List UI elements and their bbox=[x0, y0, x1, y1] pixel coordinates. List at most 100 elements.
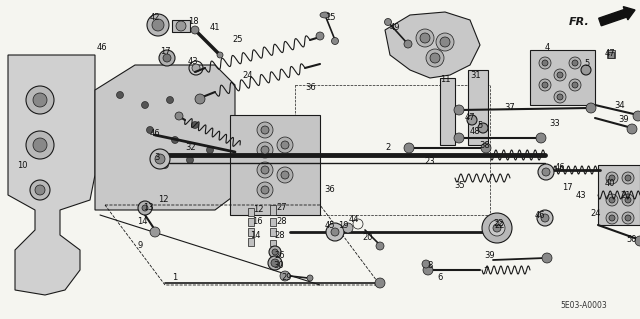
Text: 47: 47 bbox=[465, 114, 476, 122]
Text: 34: 34 bbox=[614, 100, 625, 109]
Circle shape bbox=[281, 171, 289, 179]
Ellipse shape bbox=[320, 12, 330, 18]
Circle shape bbox=[385, 19, 392, 26]
Circle shape bbox=[569, 79, 581, 91]
Circle shape bbox=[147, 127, 154, 133]
Text: 8: 8 bbox=[428, 261, 433, 270]
Circle shape bbox=[33, 138, 47, 152]
Text: 5: 5 bbox=[477, 122, 483, 130]
Circle shape bbox=[172, 137, 179, 144]
Circle shape bbox=[163, 54, 171, 62]
Circle shape bbox=[422, 260, 430, 268]
Text: 12: 12 bbox=[157, 196, 168, 204]
Circle shape bbox=[217, 52, 223, 58]
Text: 30: 30 bbox=[274, 262, 284, 271]
Circle shape bbox=[142, 205, 148, 211]
Circle shape bbox=[542, 60, 548, 66]
Circle shape bbox=[454, 133, 464, 143]
Bar bbox=[598, 165, 640, 225]
Circle shape bbox=[26, 86, 54, 114]
Circle shape bbox=[436, 33, 454, 51]
Circle shape bbox=[539, 57, 551, 69]
Text: 22: 22 bbox=[493, 219, 504, 228]
Circle shape bbox=[426, 49, 444, 67]
Text: 44: 44 bbox=[349, 216, 359, 225]
Circle shape bbox=[269, 246, 281, 258]
Circle shape bbox=[493, 224, 501, 232]
Circle shape bbox=[482, 213, 512, 243]
Bar bbox=[248, 228, 254, 236]
Circle shape bbox=[159, 50, 175, 66]
Text: 26: 26 bbox=[275, 250, 285, 259]
Text: 29: 29 bbox=[282, 273, 292, 283]
Circle shape bbox=[375, 278, 385, 288]
Bar bbox=[248, 238, 254, 246]
Circle shape bbox=[257, 162, 273, 178]
Text: 5E03-A0003: 5E03-A0003 bbox=[560, 300, 607, 309]
Text: 43: 43 bbox=[576, 190, 586, 199]
Bar bbox=[270, 240, 276, 246]
Text: 10: 10 bbox=[17, 160, 28, 169]
Circle shape bbox=[542, 82, 548, 88]
Circle shape bbox=[33, 93, 47, 107]
Text: 27: 27 bbox=[276, 204, 287, 212]
Circle shape bbox=[420, 33, 430, 43]
Circle shape bbox=[489, 220, 505, 236]
Text: 12: 12 bbox=[253, 205, 263, 214]
Text: 33: 33 bbox=[550, 118, 561, 128]
Circle shape bbox=[554, 91, 566, 103]
Circle shape bbox=[572, 60, 578, 66]
Text: 11: 11 bbox=[440, 76, 451, 85]
Text: 18: 18 bbox=[188, 18, 198, 26]
Polygon shape bbox=[8, 55, 95, 295]
Circle shape bbox=[609, 197, 615, 203]
Circle shape bbox=[147, 14, 169, 36]
Bar bbox=[248, 218, 254, 226]
Text: 28: 28 bbox=[275, 231, 285, 240]
Polygon shape bbox=[440, 78, 455, 145]
Bar bbox=[530, 50, 595, 105]
Text: 16: 16 bbox=[252, 218, 262, 226]
Circle shape bbox=[257, 142, 273, 158]
Circle shape bbox=[186, 157, 193, 164]
Text: 46: 46 bbox=[150, 129, 160, 137]
Circle shape bbox=[175, 112, 183, 120]
Circle shape bbox=[557, 94, 563, 100]
Circle shape bbox=[606, 172, 618, 184]
Text: 14: 14 bbox=[250, 232, 260, 241]
Circle shape bbox=[26, 131, 54, 159]
Circle shape bbox=[569, 57, 581, 69]
Text: 38: 38 bbox=[479, 140, 490, 150]
Text: 46: 46 bbox=[534, 211, 545, 219]
Circle shape bbox=[542, 168, 550, 176]
Text: 3: 3 bbox=[154, 153, 160, 162]
Circle shape bbox=[261, 186, 269, 194]
Text: 47: 47 bbox=[605, 48, 615, 57]
Text: 43: 43 bbox=[188, 57, 198, 66]
Text: 22: 22 bbox=[495, 220, 505, 229]
Text: 23: 23 bbox=[425, 158, 435, 167]
Text: 2: 2 bbox=[385, 144, 390, 152]
Circle shape bbox=[277, 137, 293, 153]
Bar bbox=[607, 50, 615, 58]
Circle shape bbox=[257, 122, 273, 138]
Text: 28: 28 bbox=[276, 218, 287, 226]
Circle shape bbox=[416, 29, 434, 47]
Text: 31: 31 bbox=[470, 70, 481, 79]
Text: FR.: FR. bbox=[569, 17, 590, 27]
Circle shape bbox=[277, 167, 293, 183]
Circle shape bbox=[581, 65, 591, 75]
Circle shape bbox=[539, 79, 551, 91]
Circle shape bbox=[537, 210, 553, 226]
Text: 39: 39 bbox=[484, 250, 495, 259]
Circle shape bbox=[332, 38, 339, 44]
Circle shape bbox=[609, 175, 615, 181]
Circle shape bbox=[454, 105, 464, 115]
Circle shape bbox=[271, 259, 279, 267]
Circle shape bbox=[261, 166, 269, 174]
Text: 35: 35 bbox=[454, 181, 465, 189]
Text: 36: 36 bbox=[324, 186, 335, 195]
Bar bbox=[270, 205, 276, 215]
Circle shape bbox=[152, 19, 164, 31]
Text: 24: 24 bbox=[243, 70, 253, 79]
